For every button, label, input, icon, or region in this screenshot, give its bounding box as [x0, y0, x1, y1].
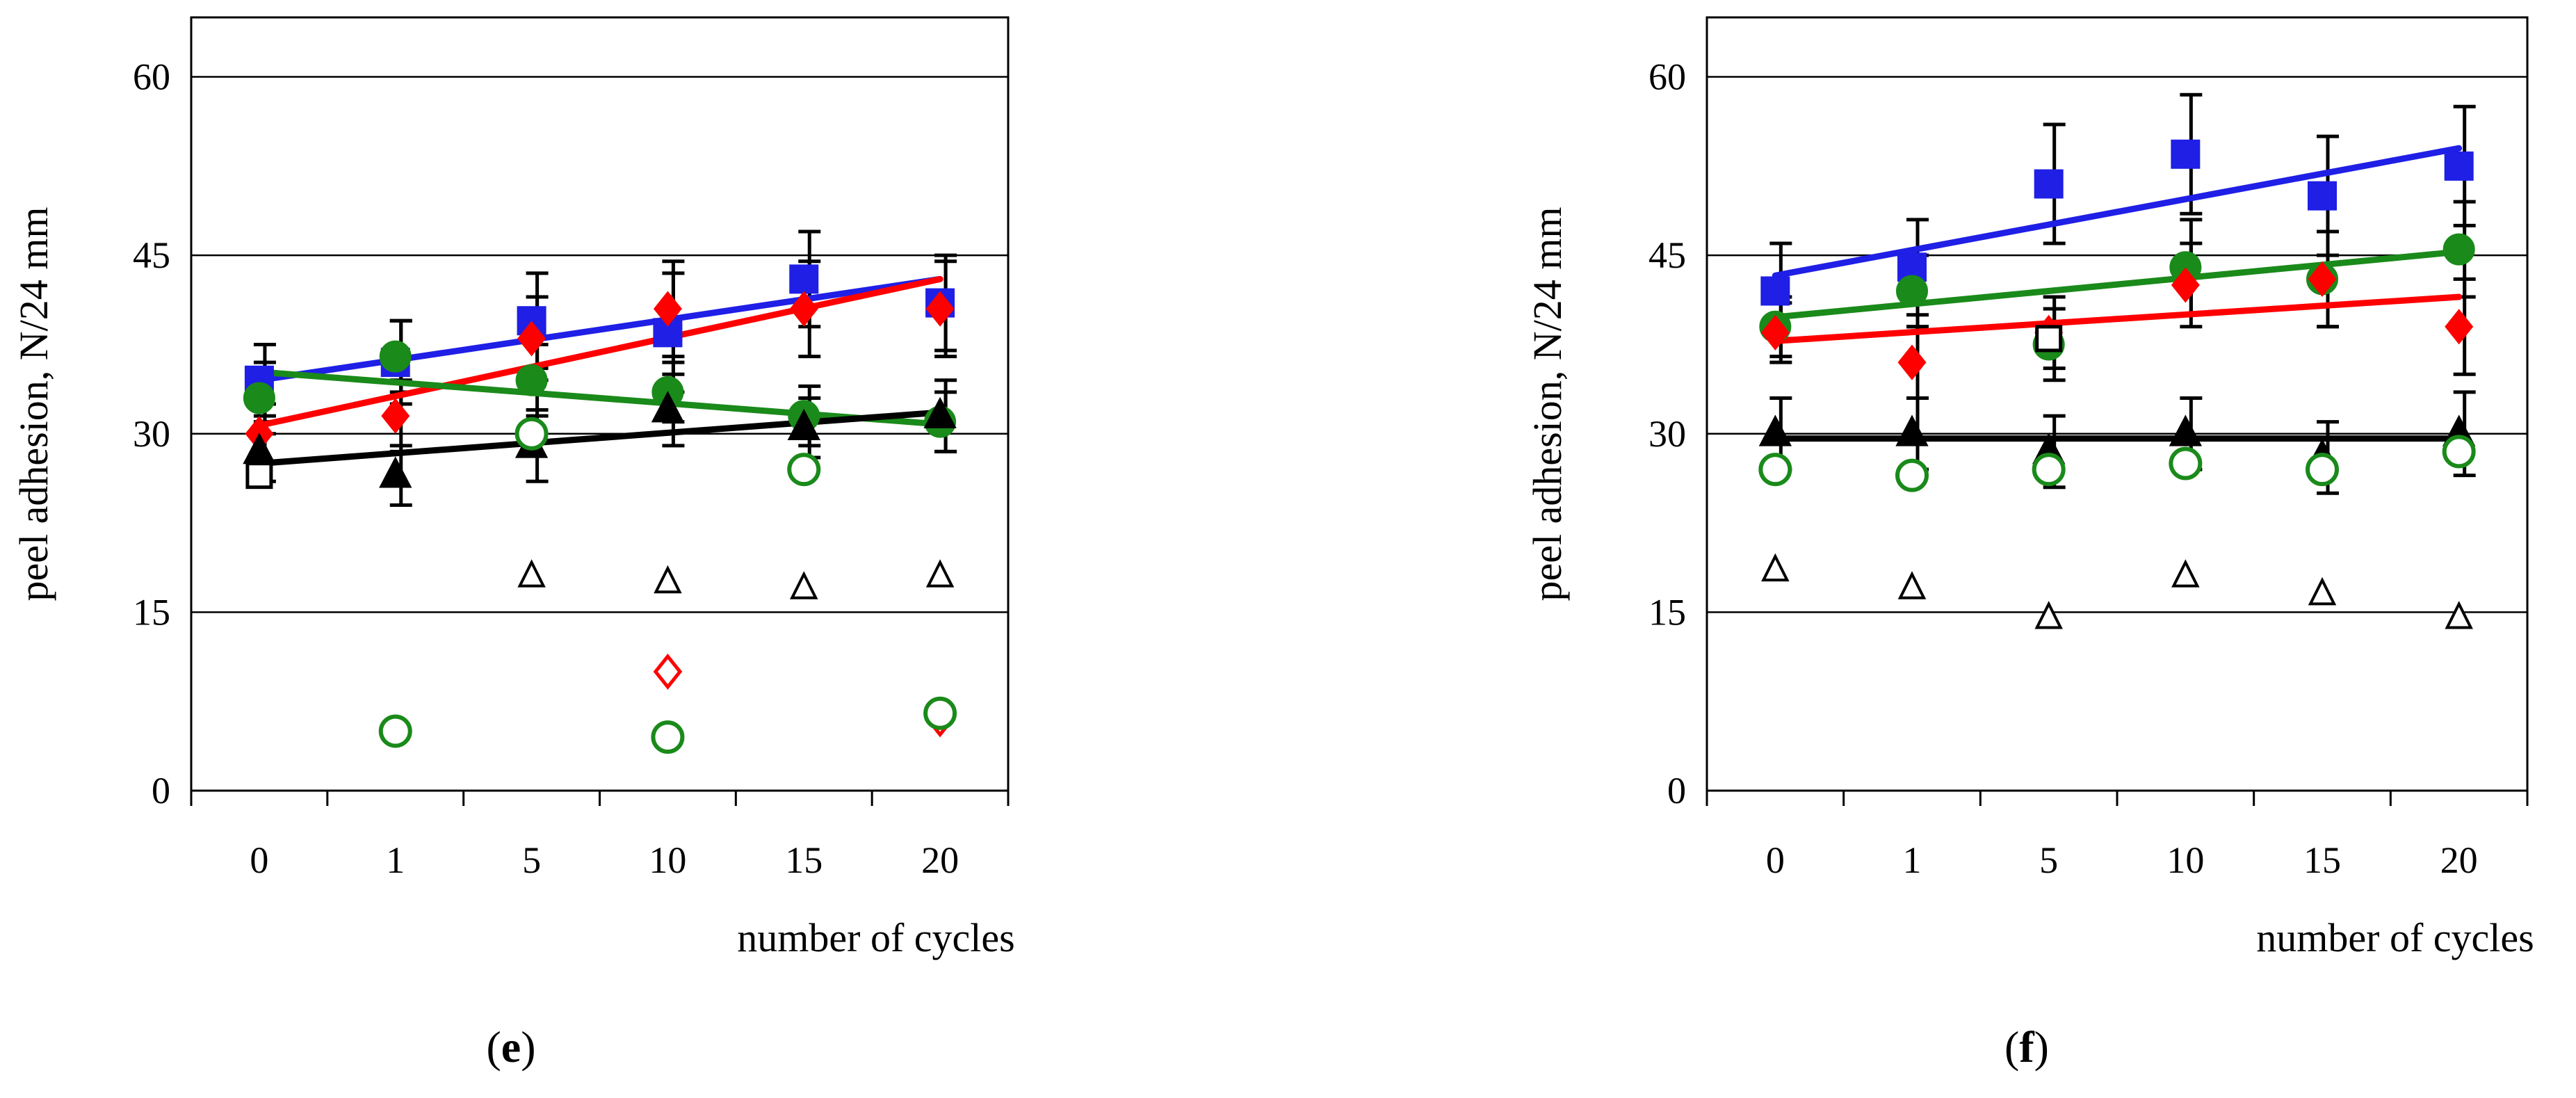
data-point [1758, 453, 1792, 487]
data-point [1896, 275, 1928, 307]
data-point [2444, 151, 2474, 181]
x-tick-label: 10 [2166, 839, 2204, 881]
data-point [2445, 309, 2474, 345]
panel-label: (e) [486, 1022, 535, 1072]
x-tick-label: 0 [250, 839, 268, 881]
y-tick-label: 45 [133, 234, 170, 276]
data-point [789, 291, 818, 327]
data-point [923, 396, 957, 428]
data-point [379, 456, 412, 488]
data-point [2442, 435, 2476, 469]
trend-line [1772, 248, 2463, 321]
panel-label: (f) [2004, 1022, 2049, 1072]
trend-line [256, 409, 943, 467]
data-point [515, 417, 549, 451]
trend-lines [1772, 145, 2463, 442]
y-tick-label: 30 [133, 413, 170, 455]
data-point [653, 291, 682, 327]
data-point [787, 408, 820, 441]
data-point [1760, 314, 1790, 350]
data-point [2034, 601, 2063, 629]
data-point [1760, 276, 1790, 306]
y-tick-label: 0 [1667, 770, 1686, 812]
data-point [651, 720, 685, 754]
data-point [379, 340, 412, 373]
y-tick-label: 15 [133, 591, 170, 633]
trend-line [256, 275, 943, 429]
data-point [381, 398, 410, 434]
data-point [2306, 453, 2339, 487]
y-tick-label: 45 [1649, 234, 1686, 276]
data-point [1758, 414, 1792, 446]
x-tick-label: 20 [2440, 839, 2478, 881]
trend-line [1772, 145, 2463, 279]
data-markers [1758, 139, 2476, 629]
x-tick-label: 10 [649, 839, 686, 881]
data-point [1897, 571, 1927, 599]
data-point [515, 364, 548, 396]
data-point [1895, 458, 1929, 492]
y-tick-label: 60 [1649, 56, 1686, 98]
trend-lines [256, 275, 943, 467]
data-point [2034, 169, 2064, 199]
data-point [653, 318, 683, 348]
data-point [790, 571, 818, 599]
y-tick-label: 30 [1649, 413, 1686, 455]
data-point [651, 391, 685, 423]
data-point [2171, 267, 2200, 303]
data-point [517, 559, 546, 588]
data-point [1895, 414, 1929, 446]
x-tick-label: 15 [785, 839, 823, 881]
data-point [2169, 414, 2202, 446]
x-tick-label: 0 [1766, 839, 1785, 881]
data-point [243, 382, 275, 414]
x-tick-label: 1 [1903, 839, 1922, 881]
x-tick-label: 20 [921, 839, 959, 881]
trend-line [1772, 293, 2463, 344]
data-point [2169, 446, 2203, 481]
y-axis-label: peel adhesion, N/24 mm [1525, 207, 1570, 601]
data-markers [243, 264, 957, 754]
data-point [654, 565, 682, 594]
data-point [2171, 139, 2201, 169]
data-point [653, 653, 683, 690]
x-axis-label: number of cycles [2256, 915, 2534, 960]
x-tick-label: 5 [522, 839, 541, 881]
plot-frame [1706, 16, 2529, 792]
x-tick-label: 5 [2039, 839, 2058, 881]
data-point [243, 433, 276, 465]
y-tick-label: 60 [133, 56, 170, 98]
data-point [2171, 559, 2200, 588]
data-point [1761, 553, 1790, 582]
data-point [2445, 601, 2473, 629]
data-point [517, 321, 546, 357]
data-point [2308, 181, 2337, 211]
data-point [2443, 233, 2475, 266]
data-point [2308, 576, 2337, 606]
data-point [245, 462, 273, 490]
data-point [2035, 325, 2063, 353]
x-axis-label: number of cycles [737, 915, 1014, 960]
x-tick-label: 15 [2303, 839, 2341, 881]
plot-frame [190, 16, 1010, 792]
y-tick-label: 0 [152, 770, 170, 812]
x-tick-label: 1 [386, 839, 405, 881]
data-point [2032, 453, 2066, 487]
y-axis-label: peel adhesion, N/24 mm [11, 207, 56, 601]
y-tick-label: 15 [1649, 591, 1686, 633]
data-point [2308, 261, 2337, 297]
trend-line [256, 369, 943, 428]
data-point [1897, 344, 1927, 380]
data-point [789, 264, 819, 294]
trend-line [256, 275, 943, 384]
data-point [923, 696, 957, 730]
data-point [787, 453, 821, 487]
data-point [925, 559, 955, 588]
data-point [378, 714, 412, 748]
data-point [925, 291, 955, 327]
